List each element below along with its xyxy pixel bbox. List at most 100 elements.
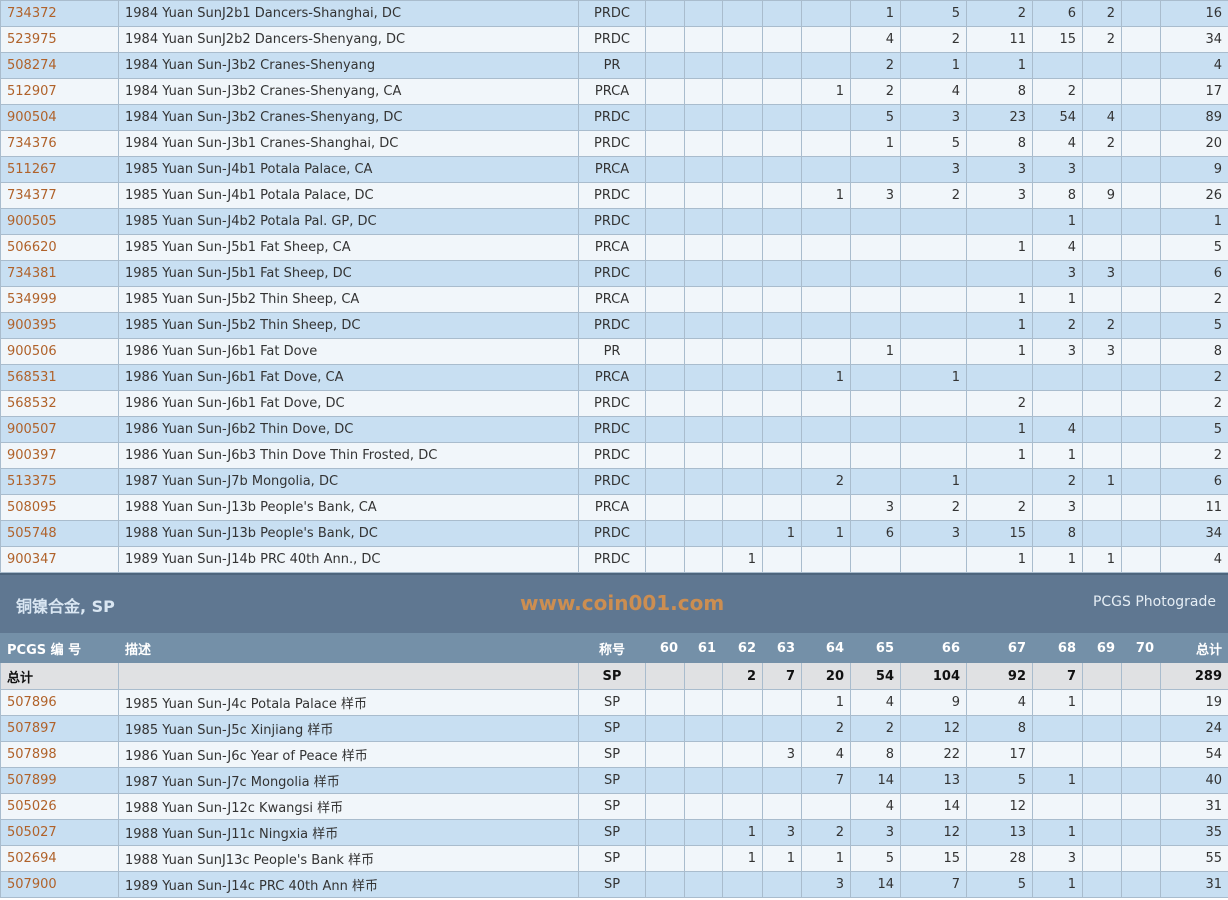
- grade-69-count: [1082, 793, 1122, 820]
- pcgs-number-link[interactable]: 505748: [0, 520, 119, 547]
- grade-60-count: [645, 130, 685, 157]
- row-total: 11: [1160, 494, 1228, 521]
- header-grade-64[interactable]: 64: [801, 633, 851, 663]
- pcgs-number-link[interactable]: 505026: [0, 793, 119, 820]
- pcgs-number-link[interactable]: 507896: [0, 689, 119, 716]
- grade-66-count: 12: [900, 715, 967, 742]
- description: 1985 Yuan Sun-J5b1 Fat Sheep, CA: [118, 234, 579, 261]
- totals-designation: SP: [578, 662, 646, 690]
- grade-65-count: [850, 390, 901, 417]
- designation: PRCA: [578, 78, 646, 105]
- table-row: 507896 1985 Yuan Sun-J4c Potala Palace 样币…: [0, 689, 1228, 716]
- pcgs-number-link[interactable]: 900504: [0, 104, 119, 131]
- pcgs-number-link[interactable]: 508274: [0, 52, 119, 79]
- pcgs-number-link[interactable]: 507899: [0, 767, 119, 794]
- pcgs-number-link[interactable]: 523975: [0, 26, 119, 53]
- grade-63-count: [762, 715, 802, 742]
- table-row: 523975 1984 Yuan SunJ2b2 Dancers-Shenyang…: [0, 26, 1228, 53]
- pcgs-number-link[interactable]: 568531: [0, 364, 119, 391]
- header-grade-61[interactable]: 61: [684, 633, 723, 663]
- header-description[interactable]: 描述: [118, 633, 579, 663]
- grade-64-count: [801, 156, 851, 183]
- grade-70-count: [1121, 390, 1161, 417]
- grade-62-count: 1: [722, 845, 763, 872]
- pcgs-number-link[interactable]: 513375: [0, 468, 119, 495]
- totals-blank: [118, 662, 579, 690]
- grade-66-count: 3: [900, 104, 967, 131]
- header-grade-68[interactable]: 68: [1032, 633, 1083, 663]
- grade-69-count: [1082, 819, 1122, 846]
- pcgs-number-link[interactable]: 534999: [0, 286, 119, 313]
- header-grade-63[interactable]: 63: [762, 633, 802, 663]
- pcgs-number-link[interactable]: 511267: [0, 156, 119, 183]
- photograde-link[interactable]: PCGS Photograde: [1092, 594, 1216, 610]
- header-total[interactable]: 总计: [1160, 633, 1228, 663]
- grade-65-count: 14: [850, 871, 901, 898]
- grade-67-count: 1: [966, 312, 1033, 339]
- header-designation[interactable]: 称号: [578, 633, 646, 663]
- pcgs-number-link[interactable]: 507898: [0, 741, 119, 768]
- grade-63-count: [762, 156, 802, 183]
- pcgs-number-link[interactable]: 506620: [0, 234, 119, 261]
- pcgs-number-link[interactable]: 507900: [0, 871, 119, 898]
- grade-61-count: [684, 0, 723, 27]
- header-grade-66[interactable]: 66: [900, 633, 967, 663]
- grade-63-count: [762, 208, 802, 235]
- pcgs-number-link[interactable]: 900395: [0, 312, 119, 339]
- designation: PRDC: [578, 546, 646, 573]
- pcgs-number-link[interactable]: 900397: [0, 442, 119, 469]
- grade-69-count: [1082, 156, 1122, 183]
- header-grade-70[interactable]: 70: [1121, 633, 1161, 663]
- grade-65-count: 3: [850, 494, 901, 521]
- grade-68-count: [1032, 793, 1083, 820]
- pcgs-number-link[interactable]: 734377: [0, 182, 119, 209]
- pcgs-number-link[interactable]: 900506: [0, 338, 119, 365]
- grade-66-count: [900, 260, 967, 287]
- header-pcgs-no[interactable]: PCGS 编 号: [0, 633, 119, 663]
- header-grade-67[interactable]: 67: [966, 633, 1033, 663]
- header-grade-65[interactable]: 65: [850, 633, 901, 663]
- pcgs-number-link[interactable]: 734381: [0, 260, 119, 287]
- grade-62-count: [722, 715, 763, 742]
- pcgs-number-link[interactable]: 568532: [0, 390, 119, 417]
- grade-60-count: [645, 494, 685, 521]
- grade-68-count: 2: [1032, 312, 1083, 339]
- pcgs-number-link[interactable]: 734372: [0, 0, 119, 27]
- grade-61-count: [684, 871, 723, 898]
- row-total: 24: [1160, 715, 1228, 742]
- grade-67-count: [966, 364, 1033, 391]
- designation: PRDC: [578, 416, 646, 443]
- grade-64-count: 1: [801, 182, 851, 209]
- grade-64-count: [801, 130, 851, 157]
- table-row: 507898 1986 Yuan Sun-J6c Year of Peace 样币…: [0, 741, 1228, 768]
- grade-66-count: [900, 390, 967, 417]
- description: 1985 Yuan Sun-J5b2 Thin Sheep, DC: [118, 312, 579, 339]
- grade-60-count: [645, 286, 685, 313]
- pcgs-number-link[interactable]: 502694: [0, 845, 119, 872]
- grade-63-count: [762, 26, 802, 53]
- grade-65-count: 1: [850, 0, 901, 27]
- grade-60-count: [645, 845, 685, 872]
- grade-65-count: 6: [850, 520, 901, 547]
- pcgs-number-link[interactable]: 900347: [0, 546, 119, 573]
- description: 1984 Yuan SunJ2b2 Dancers-Shenyang, DC: [118, 26, 579, 53]
- table-row: 900397 1986 Yuan Sun-J6b3 Thin Dove Thin …: [0, 442, 1228, 469]
- pcgs-number-link[interactable]: 900505: [0, 208, 119, 235]
- grade-69-count: 3: [1082, 260, 1122, 287]
- header-grade-62[interactable]: 62: [722, 633, 763, 663]
- pcgs-number-link[interactable]: 512907: [0, 78, 119, 105]
- pcgs-number-link[interactable]: 507897: [0, 715, 119, 742]
- designation: PR: [578, 52, 646, 79]
- grade-61-count: [684, 364, 723, 391]
- pcgs-number-link[interactable]: 505027: [0, 819, 119, 846]
- header-grade-69[interactable]: 69: [1082, 633, 1122, 663]
- pcgs-number-link[interactable]: 900507: [0, 416, 119, 443]
- pcgs-number-link[interactable]: 734376: [0, 130, 119, 157]
- pcgs-number-link[interactable]: 508095: [0, 494, 119, 521]
- designation: PR: [578, 338, 646, 365]
- grade-70-count: [1121, 364, 1161, 391]
- header-grade-60[interactable]: 60: [645, 633, 685, 663]
- row-total: 19: [1160, 689, 1228, 716]
- grade-65-count: [850, 442, 901, 469]
- grade-62-count: [722, 156, 763, 183]
